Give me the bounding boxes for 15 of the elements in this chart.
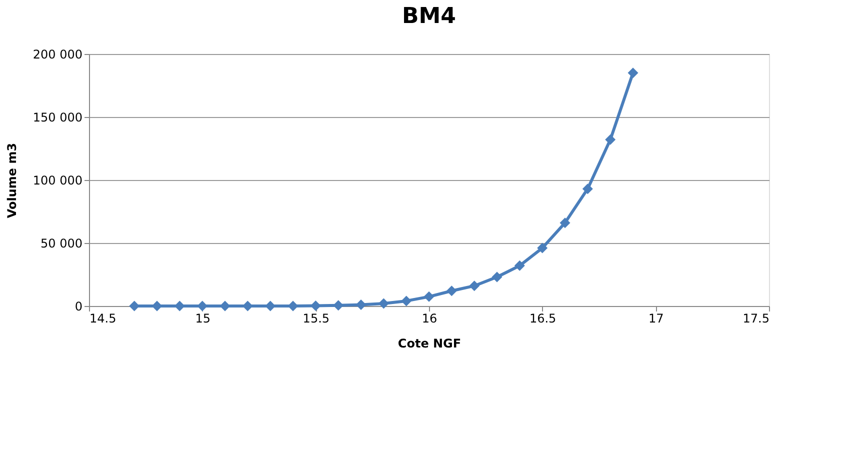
x-tick-label: 15.5 xyxy=(302,312,330,326)
x-tick-label: 16.5 xyxy=(529,312,556,326)
y-tick-label: 200 000 xyxy=(32,48,82,62)
chart-title: BM4 xyxy=(402,4,456,29)
y-tick-label: 150 000 xyxy=(32,110,82,124)
x-tick-label: 16 xyxy=(422,312,438,326)
y-axis-title: Volume m3 xyxy=(4,142,19,218)
x-tick-label: 15 xyxy=(195,312,210,326)
x-axis-title: Cote NGF xyxy=(398,336,462,350)
x-tick-label: 14.5 xyxy=(90,312,116,326)
x-tick-label: 17.5 xyxy=(742,312,770,326)
y-tick-label: 100 000 xyxy=(32,174,82,188)
y-tick-label: 50 000 xyxy=(40,236,82,250)
x-tick-label: 17 xyxy=(648,312,664,326)
y-tick-label: 0 xyxy=(74,300,82,314)
